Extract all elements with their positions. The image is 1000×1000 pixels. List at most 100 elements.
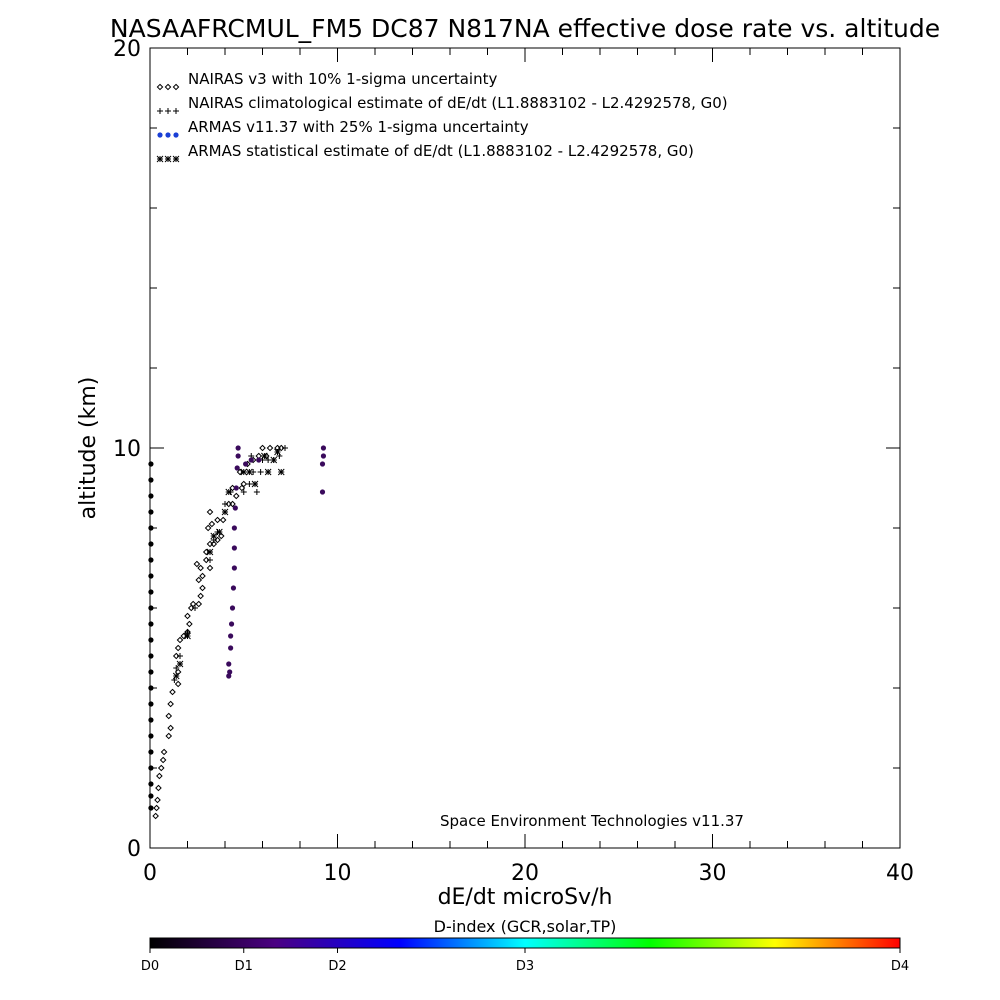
armas-measured-point bbox=[319, 461, 326, 467]
diamond-point bbox=[169, 688, 176, 696]
diamond-point bbox=[197, 564, 204, 572]
armas-measured-point bbox=[231, 545, 237, 551]
diamond-point bbox=[180, 632, 188, 640]
data-points bbox=[148, 444, 327, 820]
diamond-point bbox=[174, 644, 182, 652]
diamond-point bbox=[229, 500, 236, 508]
diamond-point bbox=[167, 700, 174, 708]
armas-near-zero-point bbox=[148, 749, 154, 755]
star-point bbox=[172, 672, 180, 680]
armas-measured-point bbox=[320, 453, 327, 459]
star-point bbox=[184, 632, 191, 640]
plus-point bbox=[177, 653, 183, 659]
plus-point bbox=[282, 445, 288, 451]
armas-near-zero-point bbox=[148, 793, 154, 799]
colorbar bbox=[149, 937, 901, 949]
x-tick-labels: 0 10 20 30 40 bbox=[143, 861, 914, 886]
armas-measured-point bbox=[234, 465, 240, 471]
plus-point bbox=[240, 489, 247, 495]
armas-measured-point bbox=[319, 489, 326, 495]
dot-point bbox=[157, 132, 163, 138]
armas-measured-point bbox=[228, 645, 234, 651]
dot-point bbox=[165, 132, 171, 138]
diamond-point bbox=[204, 524, 212, 532]
diamond-point bbox=[195, 576, 203, 584]
armas-near-zero-point bbox=[148, 525, 154, 531]
legend-entry: NAIRAS v3 with 10% 1-sigma uncertainty bbox=[188, 70, 497, 88]
star-point bbox=[156, 155, 164, 163]
diamond-point bbox=[202, 548, 210, 556]
y-axis-label: altitude (km) bbox=[76, 377, 101, 520]
plus-point bbox=[173, 108, 179, 114]
armas-measured-point bbox=[232, 505, 238, 511]
diamond-point bbox=[176, 636, 184, 644]
armas-near-zero-point bbox=[148, 557, 154, 563]
x-axis-label: dE/dt microSv/h bbox=[438, 885, 613, 910]
star-point bbox=[261, 452, 268, 460]
dot-point bbox=[173, 132, 179, 138]
armas-measured-point bbox=[248, 457, 254, 463]
diamond-point bbox=[167, 724, 174, 732]
colorbar-label: D4 bbox=[891, 959, 909, 974]
diamond-point bbox=[153, 804, 160, 812]
diamond-point bbox=[165, 732, 173, 740]
armas-near-zero-point bbox=[148, 781, 154, 787]
diamond-point bbox=[186, 620, 193, 628]
y-tick-label: 20 bbox=[113, 37, 141, 62]
diamond-point bbox=[202, 556, 210, 564]
armas-near-zero-point bbox=[148, 733, 154, 739]
legend-entry: ARMAS v11.37 with 25% 1-sigma uncertaint… bbox=[188, 118, 529, 136]
armas-near-zero-point bbox=[148, 605, 154, 611]
star-point bbox=[176, 660, 184, 668]
armas-near-zero-point bbox=[148, 805, 154, 811]
x-tick-label: 0 bbox=[143, 861, 157, 886]
diamond-point bbox=[189, 600, 197, 608]
colorbar-labels: D0 D1 D2 D3 D4 bbox=[141, 948, 909, 974]
armas-measured-point bbox=[256, 457, 262, 463]
armas-near-zero-point bbox=[148, 685, 154, 691]
diamond-point bbox=[172, 83, 180, 91]
diamond-point bbox=[277, 444, 285, 452]
diamond-point bbox=[184, 612, 191, 620]
diamond-point bbox=[159, 756, 167, 764]
colorbar-label: D1 bbox=[235, 959, 253, 974]
diamond-point bbox=[210, 540, 218, 548]
diamond-point bbox=[214, 516, 221, 524]
armas-measured-point bbox=[226, 661, 232, 667]
x-tick-label: 20 bbox=[511, 861, 539, 886]
diamond-point bbox=[214, 536, 221, 544]
armas-near-zero-point bbox=[148, 461, 154, 467]
plus-point bbox=[207, 557, 213, 563]
diamond-point bbox=[164, 83, 172, 91]
armas-near-zero-point bbox=[148, 541, 154, 547]
diamond-point bbox=[217, 532, 225, 540]
diamond-point bbox=[195, 600, 203, 608]
armas-measured-point bbox=[233, 485, 239, 491]
star-point bbox=[240, 468, 248, 476]
diamond-point bbox=[206, 564, 214, 572]
diamond-point bbox=[206, 508, 214, 516]
diamond-point bbox=[154, 796, 161, 804]
diamond-point bbox=[172, 652, 180, 660]
x-tick-label: 10 bbox=[324, 861, 352, 886]
star-point bbox=[206, 548, 214, 556]
armas-near-zero-point bbox=[148, 765, 154, 771]
armas-near-zero-point bbox=[148, 701, 154, 707]
diamond-point bbox=[156, 772, 163, 780]
armas-near-zero-point bbox=[148, 717, 154, 723]
armas-measured-point bbox=[231, 565, 237, 571]
armas-near-zero-point bbox=[148, 493, 154, 499]
plus-point bbox=[173, 665, 180, 671]
legend: NAIRAS v3 with 10% 1-sigma uncertainty NA… bbox=[156, 70, 728, 163]
armas-measured-point bbox=[231, 525, 237, 531]
diamond-point bbox=[160, 748, 168, 756]
diamond-point bbox=[232, 492, 240, 500]
diamond-point bbox=[152, 812, 159, 820]
armas-measured-point bbox=[235, 445, 241, 451]
armas-near-zero-point bbox=[148, 573, 154, 579]
plus-point bbox=[157, 108, 163, 114]
diamond-point bbox=[156, 83, 164, 91]
star-point bbox=[221, 508, 229, 516]
plus-point bbox=[222, 501, 228, 507]
